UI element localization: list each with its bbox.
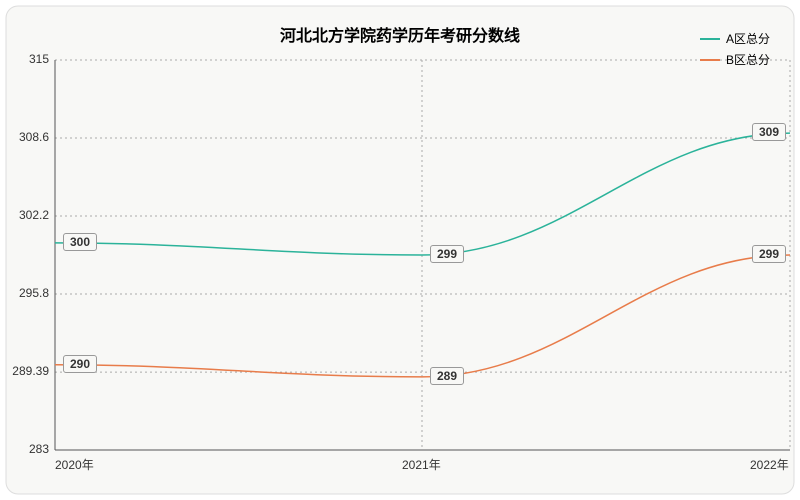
- legend-line-b: [700, 59, 720, 61]
- data-label: 289: [430, 367, 464, 385]
- legend-line-a: [700, 38, 720, 40]
- legend-item-a: A区总分: [700, 30, 770, 47]
- legend-label-a: A区总分: [726, 30, 770, 47]
- data-label: 309: [752, 123, 786, 141]
- x-axis-label: 2022年: [750, 456, 789, 473]
- y-axis-label: 295.8: [19, 286, 49, 300]
- y-axis-label: 315: [29, 52, 49, 66]
- y-axis-label: 308.6: [19, 130, 49, 144]
- data-label: 299: [752, 245, 786, 263]
- legend: A区总分 B区总分: [700, 30, 770, 72]
- x-axis-label: 2021年: [402, 456, 441, 473]
- data-label: 299: [430, 245, 464, 263]
- x-axis-label: 2020年: [55, 456, 94, 473]
- chart-svg: [0, 0, 800, 500]
- data-label: 300: [63, 233, 97, 251]
- chart-container: 河北北方学院药学历年考研分数线 A区总分 B区总分 283 289.39 295.8…: [0, 0, 800, 500]
- legend-item-b: B区总分: [700, 51, 770, 68]
- y-axis-label: 302.2: [19, 208, 49, 222]
- legend-label-b: B区总分: [726, 51, 770, 68]
- data-label: 290: [63, 355, 97, 373]
- y-axis-label: 289.39: [12, 364, 49, 378]
- chart-title: 河北北方学院药学历年考研分数线: [0, 22, 800, 46]
- y-axis-label: 283: [29, 442, 49, 456]
